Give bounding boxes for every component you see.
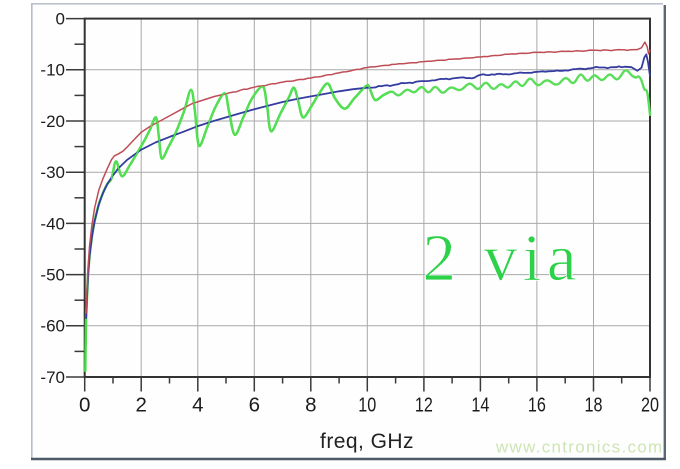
svg-text:-50: -50 — [40, 266, 65, 285]
svg-text:16: 16 — [528, 394, 546, 417]
svg-text:10: 10 — [358, 394, 376, 417]
svg-text:2 via: 2 via — [423, 221, 583, 295]
svg-text:-60: -60 — [40, 317, 65, 336]
svg-text:0: 0 — [79, 394, 90, 417]
svg-text:8: 8 — [305, 394, 316, 417]
svg-text:4: 4 — [192, 394, 203, 417]
svg-text:www.cntronics.com: www.cntronics.com — [495, 438, 664, 457]
svg-text:18: 18 — [585, 394, 603, 417]
svg-text:-10: -10 — [40, 61, 65, 80]
svg-text:-30: -30 — [40, 163, 65, 182]
svg-text:14: 14 — [471, 394, 489, 417]
svg-text:-20: -20 — [40, 112, 65, 131]
svg-text:freq, GHz: freq, GHz — [320, 430, 414, 453]
svg-text:6: 6 — [249, 394, 260, 417]
svg-text:12: 12 — [415, 394, 433, 417]
svg-text:20: 20 — [641, 394, 659, 417]
svg-text:-70: -70 — [40, 368, 65, 387]
svg-text:-40: -40 — [40, 214, 65, 233]
svg-text:2: 2 — [135, 394, 146, 417]
svg-text:0: 0 — [56, 10, 65, 29]
